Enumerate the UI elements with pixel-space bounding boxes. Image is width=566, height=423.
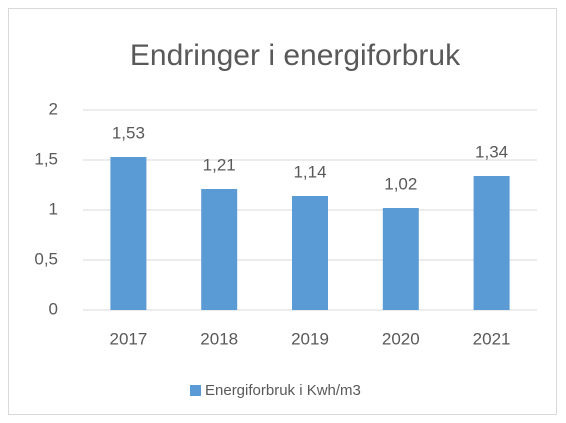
y-tick-label: 0 [49, 299, 58, 318]
y-tick-label: 1,5 [34, 149, 58, 168]
legend-label: Energiforbruk i Kwh/m3 [205, 382, 361, 399]
bar [110, 157, 147, 310]
chart-title: Endringer i energiforbruk [130, 39, 461, 72]
bar [292, 196, 328, 310]
value-label: 1,14 [293, 162, 326, 181]
legend-swatch [190, 385, 201, 396]
y-tick-label: 1 [49, 199, 58, 218]
x-tick-label: 2021 [473, 329, 511, 348]
value-label: 1,53 [112, 123, 145, 142]
y-tick-label: 2 [49, 99, 58, 118]
y-tick-label: 0,5 [34, 249, 58, 268]
bar [473, 176, 510, 310]
x-tick-label: 2017 [109, 329, 147, 348]
value-label: 1,21 [203, 155, 236, 174]
bar [201, 189, 238, 310]
x-tick-label: 2019 [291, 329, 329, 348]
x-tick-label: 2020 [382, 329, 420, 348]
value-label: 1,34 [475, 142, 508, 161]
chart-border [8, 8, 557, 415]
value-label: 1,02 [384, 174, 417, 193]
bar [382, 208, 419, 310]
x-tick-label: 2018 [200, 329, 238, 348]
